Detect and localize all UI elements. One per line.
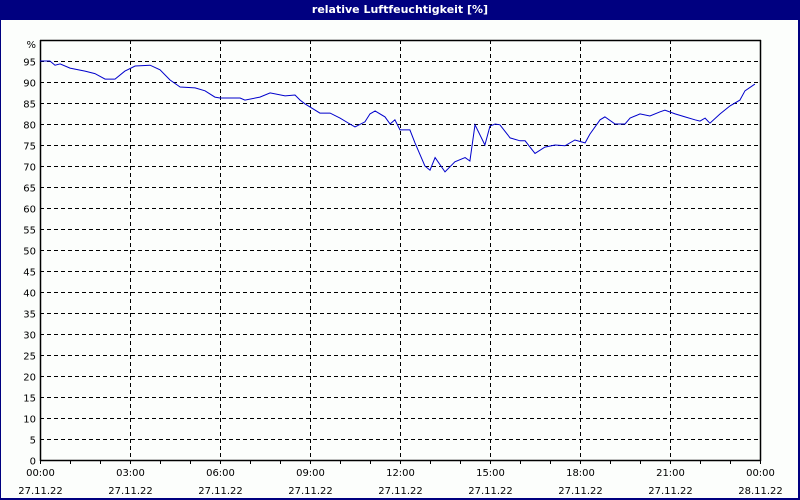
y-tick-label: 85 [23, 100, 36, 111]
y-tick-label: 80 [23, 121, 36, 132]
x-tick-time: 12:00 [386, 468, 415, 479]
y-tick-label: 35 [23, 310, 36, 321]
x-tick-date: 27.11.22 [198, 486, 243, 497]
y-tick-label: 20 [23, 373, 36, 384]
x-tick-time: 21:00 [656, 468, 685, 479]
y-tick-label: 15 [23, 394, 36, 405]
x-tick-date: 27.11.22 [288, 486, 333, 497]
x-tick-time: 00:00 [26, 468, 55, 479]
x-tick-date: 28.11.22 [738, 486, 783, 497]
x-tick-date: 27.11.22 [558, 486, 603, 497]
x-tick-date: 27.11.22 [18, 486, 63, 497]
x-tick-time: 03:00 [116, 468, 145, 479]
y-axis-labels: 0 5 10 15 20 25 30 35 40 45 50 55 60 65 70 75 80 85 90 95% [23, 40, 36, 468]
x-tick-date: 27.11.22 [468, 486, 513, 497]
x-tick-time: 09:00 [296, 468, 325, 479]
y-tick-label: 30 [23, 331, 36, 342]
y-tick-label: 90 [23, 79, 36, 90]
y-tick-label: 40 [23, 289, 36, 300]
y-tick-label: 50 [23, 247, 36, 258]
y-tick-label: 75 [23, 142, 36, 153]
x-tick-date: 27.11.22 [378, 486, 423, 497]
x-tick-date: 27.11.22 [648, 486, 693, 497]
y-tick-label: 0 [30, 457, 36, 468]
x-tick-time: 00:00 [746, 468, 775, 479]
y-tick-label: 45 [23, 268, 36, 279]
chart-axes [39, 39, 762, 464]
x-tick-time: 18:00 [566, 468, 595, 479]
y-tick-label: 5 [30, 436, 36, 447]
y-tick-label: 65 [23, 184, 36, 195]
y-tick-label: 70 [23, 163, 36, 174]
x-tick-time: 06:00 [206, 468, 235, 479]
window-title: relative Luftfeuchtigkeit [%] [311, 3, 489, 16]
y-unit-label: % [26, 40, 36, 51]
x-tick-date: 27.11.22 [108, 486, 153, 497]
y-tick-label: 60 [23, 205, 36, 216]
chart-grid [40, 40, 760, 460]
y-tick-label: 95 [23, 58, 36, 69]
y-tick-label: 55 [23, 226, 36, 237]
humidity-line [40, 60, 756, 173]
y-tick-label: 10 [23, 415, 36, 426]
x-axis-labels: 00:00 27.11.22 03:00 27.11.22 06:00 27.11.22 0… [18, 468, 783, 497]
y-tick-label: 25 [23, 352, 36, 363]
x-tick-time: 15:00 [476, 468, 505, 479]
